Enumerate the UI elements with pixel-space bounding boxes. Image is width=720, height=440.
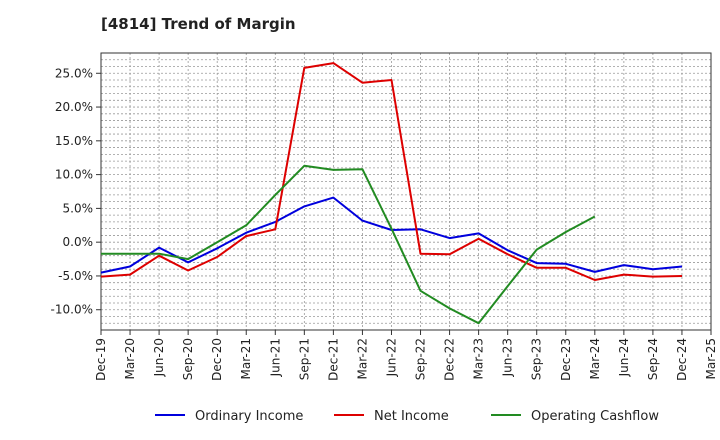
chart-title: [4814] Trend of Margin — [101, 15, 296, 33]
x-axis: Dec-19 Mar-20 Jun-20 Sep-20 Dec-20 Mar-21 Jun-… — [94, 330, 718, 381]
x-tick-label: Mar-20 — [123, 338, 137, 379]
x-tick-label: Sep-24 — [646, 338, 660, 380]
x-tick-label: Mar-21 — [239, 338, 253, 379]
x-tick-label: Jun-21 — [268, 338, 282, 377]
x-tick-label: Dec-21 — [326, 338, 340, 381]
y-tick-label: -5.0% — [58, 269, 93, 283]
y-tick-label: 10.0% — [55, 168, 93, 182]
x-tick-label: Mar-22 — [355, 338, 369, 379]
x-tick-label: Sep-23 — [530, 338, 544, 380]
x-tick-label: Dec-22 — [443, 338, 457, 381]
series-lines — [100, 62, 683, 325]
y-tick-label: 20.0% — [55, 100, 93, 114]
x-tick-label: Sep-21 — [297, 338, 311, 380]
x-tick-label: Jun-20 — [152, 338, 166, 377]
grid — [100, 52, 712, 331]
legend-label-net-income: Net Income — [374, 409, 449, 424]
series-line-operating-cashflow — [101, 164, 596, 325]
legend-label-operating-cashflow: Operating Cashflow — [531, 409, 659, 424]
y-tick-label: 0.0% — [63, 235, 94, 249]
series-line-net-income — [100, 62, 683, 281]
x-tick-label: Mar-24 — [588, 338, 602, 379]
legend-label-ordinary-income: Ordinary Income — [195, 409, 303, 424]
y-axis: -10.0% -5.0% 0.0% 5.0% 10.0% 15.0% 20.0% 25.0% — [51, 66, 101, 317]
plot-area — [100, 52, 712, 331]
y-tick-label: 15.0% — [55, 134, 93, 148]
y-tick-label: -10.0% — [51, 303, 93, 317]
x-tick-label: Dec-20 — [210, 338, 224, 381]
x-tick-label: Jun-23 — [501, 338, 515, 377]
legend: Ordinary Income Net Income Operating Cashf… — [155, 409, 659, 424]
x-tick-label: Mar-23 — [472, 338, 486, 379]
x-tick-label: Jun-24 — [617, 338, 631, 377]
x-tick-label: Jun-22 — [384, 338, 398, 377]
y-tick-label: 25.0% — [55, 66, 93, 80]
x-tick-label: Dec-19 — [94, 338, 108, 381]
x-tick-label: Sep-22 — [414, 338, 428, 380]
x-tick-label: Mar-25 — [704, 338, 718, 379]
x-tick-label: Sep-20 — [181, 338, 195, 380]
x-tick-label: Dec-23 — [559, 338, 573, 381]
y-tick-label: 5.0% — [63, 201, 94, 215]
x-tick-label: Dec-24 — [675, 338, 689, 381]
